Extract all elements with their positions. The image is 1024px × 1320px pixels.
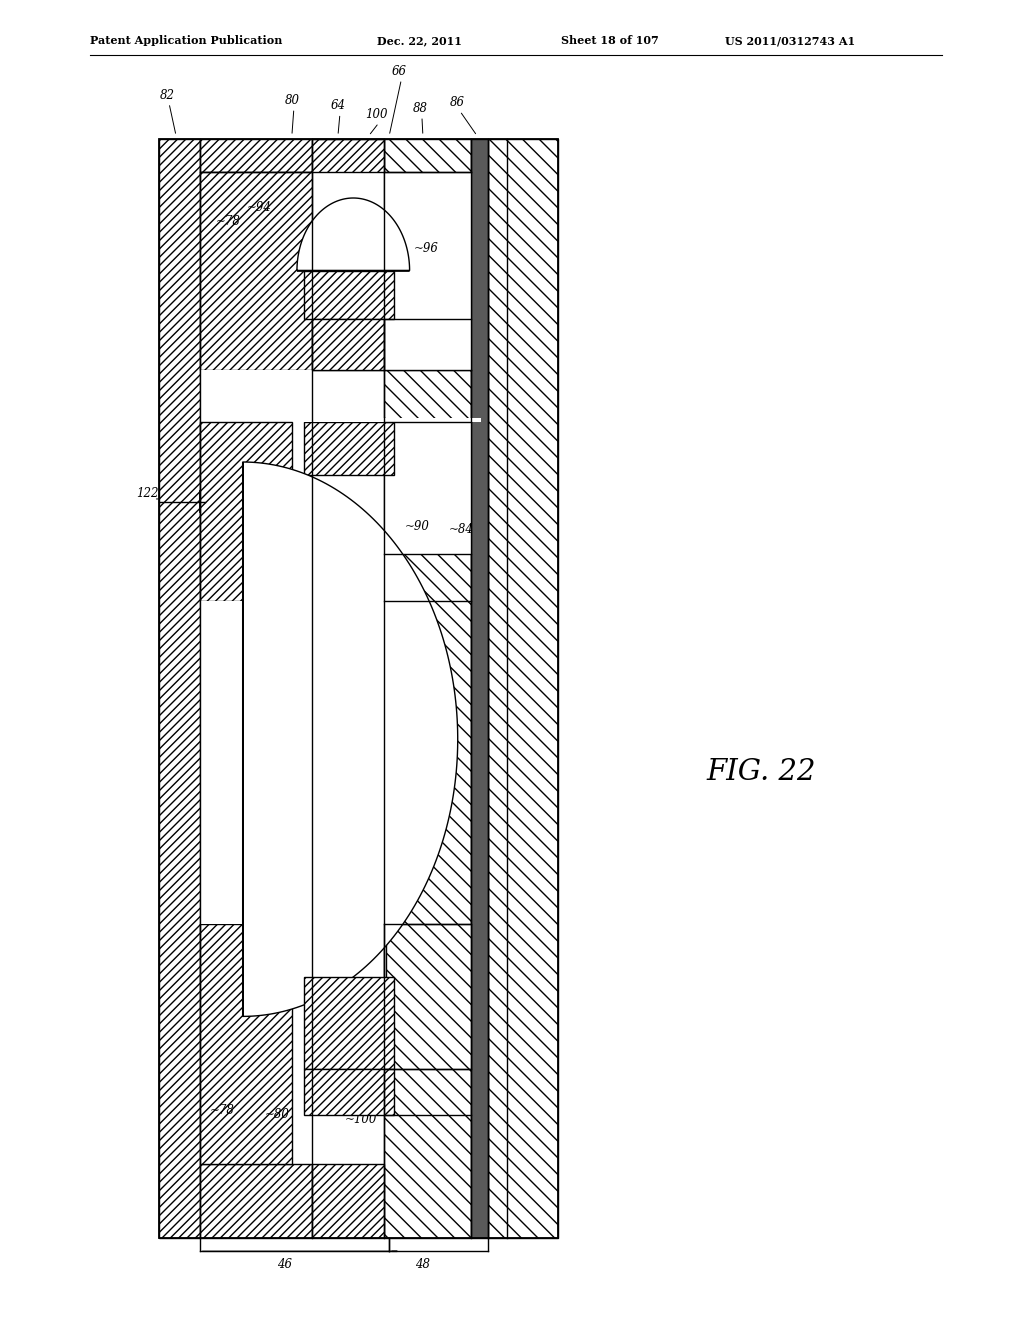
Text: ~90: ~90 xyxy=(404,520,429,533)
Text: US 2011/0312743 A1: US 2011/0312743 A1 xyxy=(725,36,855,46)
Text: 86: 86 xyxy=(451,96,465,110)
Text: ~92: ~92 xyxy=(329,711,353,725)
Bar xyxy=(304,418,481,422)
Bar xyxy=(304,422,394,475)
Bar xyxy=(304,977,394,1069)
Bar xyxy=(200,370,312,601)
Text: 48: 48 xyxy=(416,1258,430,1271)
Text: ~78: ~78 xyxy=(210,1104,234,1117)
Text: ~100: ~100 xyxy=(344,1113,377,1126)
Text: ~80: ~80 xyxy=(274,512,299,525)
Text: ~80: ~80 xyxy=(265,1107,290,1121)
Text: ~54: ~54 xyxy=(241,693,265,706)
Text: Sheet 18 of 107: Sheet 18 of 107 xyxy=(561,36,658,46)
Text: 98: 98 xyxy=(314,290,329,304)
Text: Patent Application Publication: Patent Application Publication xyxy=(90,36,283,46)
Text: 66: 66 xyxy=(392,65,407,78)
Text: ~78: ~78 xyxy=(216,215,241,228)
Text: 122: 122 xyxy=(136,487,159,500)
Bar xyxy=(471,139,488,1238)
Bar xyxy=(384,139,471,1238)
Bar xyxy=(384,172,471,370)
Text: ~116: ~116 xyxy=(290,711,323,725)
Polygon shape xyxy=(243,462,458,1016)
Bar xyxy=(312,139,384,172)
Bar xyxy=(200,139,312,172)
Bar xyxy=(384,319,471,370)
Bar xyxy=(312,1164,384,1238)
Bar xyxy=(159,139,200,1238)
Polygon shape xyxy=(297,198,410,271)
Bar xyxy=(384,924,471,1069)
Text: 80: 80 xyxy=(285,94,299,107)
Bar xyxy=(386,924,471,1069)
Text: 82: 82 xyxy=(160,88,174,102)
Bar xyxy=(200,601,312,924)
Text: FIG. 22: FIG. 22 xyxy=(707,758,816,787)
Bar xyxy=(159,139,558,1238)
Text: 64: 64 xyxy=(331,99,345,112)
Text: Dec. 22, 2011: Dec. 22, 2011 xyxy=(377,36,462,46)
Text: 100: 100 xyxy=(366,108,388,121)
Text: 120: 120 xyxy=(337,242,359,255)
Text: ~96: ~96 xyxy=(414,242,438,255)
Text: ~94: ~94 xyxy=(247,201,271,214)
Bar xyxy=(384,422,471,475)
Text: ~84: ~84 xyxy=(449,523,473,536)
Bar xyxy=(384,475,471,554)
Text: 46: 46 xyxy=(278,1258,292,1271)
Bar xyxy=(304,1069,394,1115)
Bar xyxy=(312,319,384,370)
Bar xyxy=(200,172,312,370)
Bar xyxy=(200,1164,312,1238)
Bar xyxy=(200,924,292,1164)
Text: 88: 88 xyxy=(413,102,427,115)
Bar xyxy=(200,422,292,601)
Bar xyxy=(304,271,394,319)
Text: ~102: ~102 xyxy=(359,715,392,729)
Bar xyxy=(488,139,558,1238)
